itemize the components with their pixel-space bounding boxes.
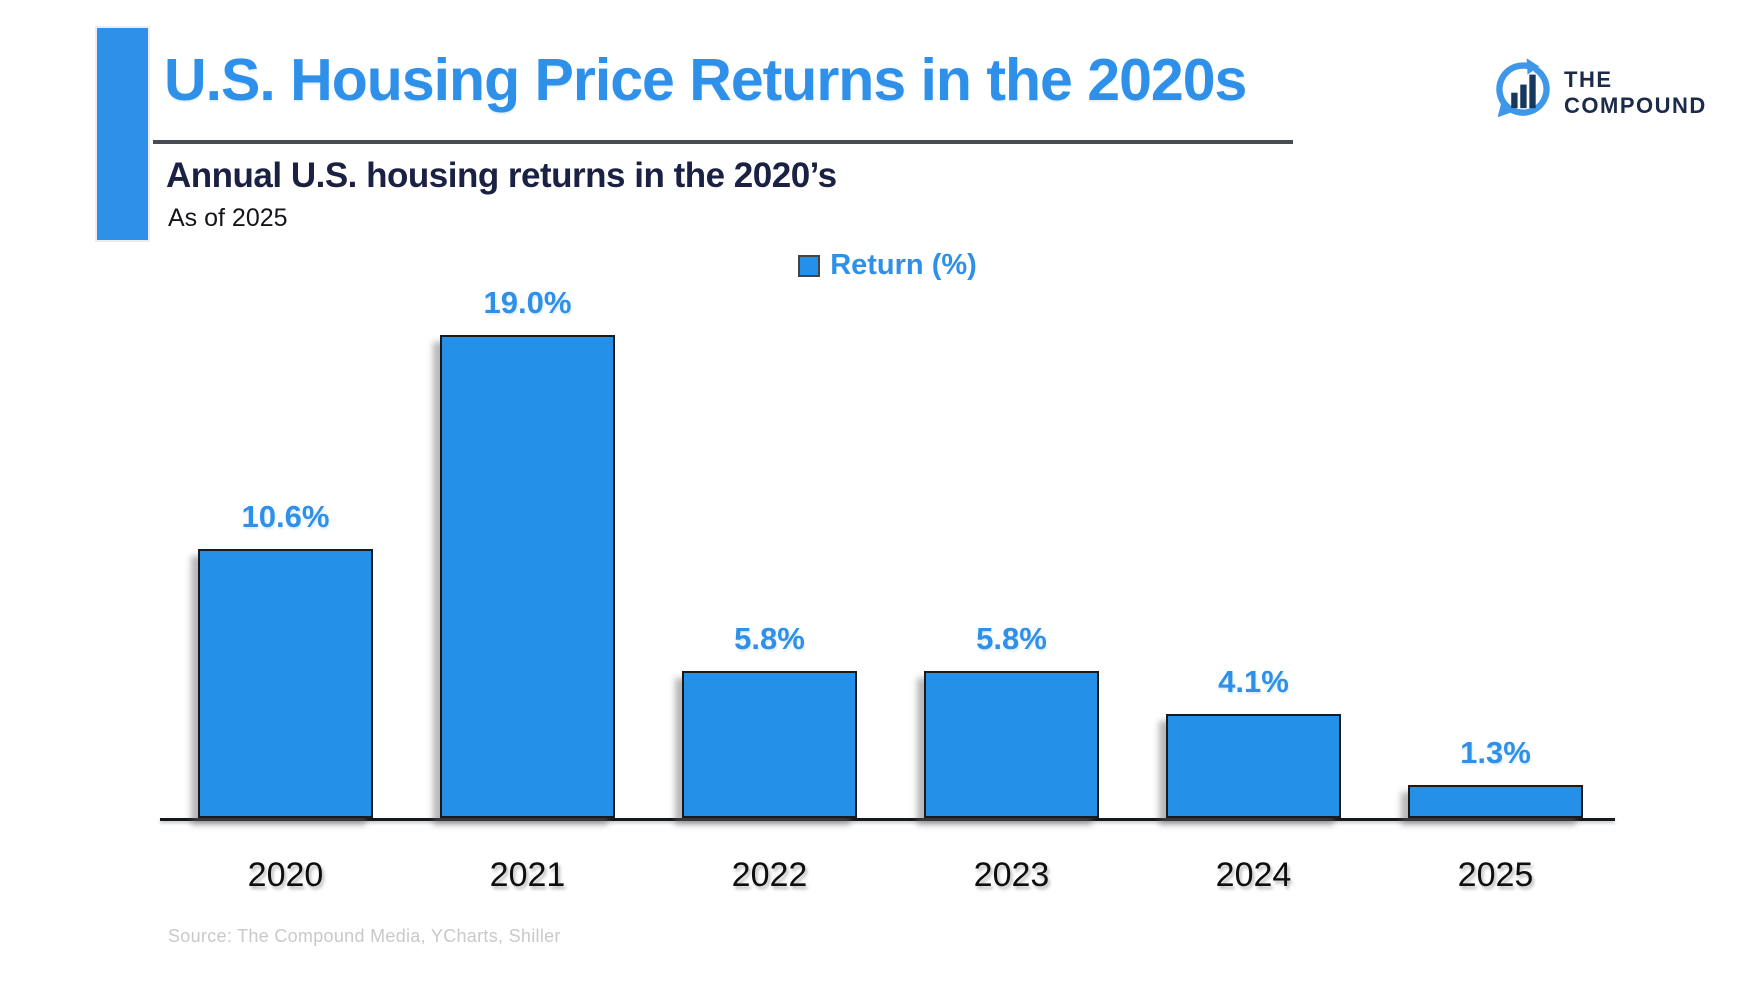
bar-value-label-2024: 4.1% — [1218, 664, 1289, 699]
x-axis-label-2023: 2023 — [973, 856, 1050, 894]
logo-line-1: THE — [1564, 66, 1613, 92]
plot-area: 10.6% 19.0% 5.8% 5.8% 4.1% 1.3% — [160, 235, 1615, 818]
x-axis-label-2021: 2021 — [489, 856, 566, 894]
legend-swatch-icon — [798, 254, 821, 277]
bar-slot-2024: 4.1% — [1166, 235, 1341, 818]
bar-2022 — [682, 671, 857, 818]
bar-chart: 10.6% 19.0% 5.8% 5.8% 4.1% 1.3% 2020 2021 2022 2… — [160, 235, 1615, 895]
bar-slot-2022: 5.8% — [682, 235, 857, 818]
bar-slot-2021: 19.0% — [440, 235, 615, 818]
bar-2023 — [924, 671, 1099, 818]
bar-value-label-2023: 5.8% — [976, 621, 1047, 656]
source-note: Source: The Compound Media, YCharts, Shi… — [168, 926, 561, 946]
logo-line-2: COMPOUND — [1564, 92, 1707, 118]
bar-2020 — [198, 549, 373, 818]
compound-logo: THE COMPOUND — [1494, 56, 1707, 129]
page-title: U.S. Housing Price Returns in the 2020s — [164, 47, 1247, 113]
x-axis-label-2024: 2024 — [1215, 856, 1292, 894]
x-axis-labels: 2020 2021 2022 2023 2024 2025 — [160, 856, 1615, 895]
bar-2025 — [1408, 785, 1583, 818]
x-axis-label-2022: 2022 — [731, 856, 808, 894]
x-axis-label-2025: 2025 — [1457, 856, 1534, 894]
chart-legend: Return (%) — [160, 249, 1615, 282]
logo-bubble-chart-icon — [1494, 56, 1552, 129]
accent-bar — [95, 26, 150, 242]
title-divider — [153, 140, 1293, 144]
x-axis-line — [160, 818, 1615, 821]
bar-slot-2025: 1.3% — [1408, 235, 1583, 818]
legend-label: Return (%) — [830, 249, 977, 281]
logo-wordmark: THE COMPOUND — [1564, 67, 1707, 119]
bar-value-label-2021: 19.0% — [483, 285, 572, 320]
bar-slot-2023: 5.8% — [924, 235, 1099, 818]
chart-subtitle: Annual U.S. housing returns in the 2020’… — [166, 156, 837, 195]
bar-slot-2020: 10.6% — [198, 235, 373, 818]
bar-2024 — [1166, 714, 1341, 818]
bar-value-label-2020: 10.6% — [241, 499, 330, 534]
bar-value-label-2022: 5.8% — [734, 621, 805, 656]
as-of-label: As of 2025 — [168, 204, 288, 232]
bar-2021 — [440, 335, 615, 818]
x-axis-label-2020: 2020 — [247, 856, 324, 894]
bar-value-label-2025: 1.3% — [1460, 735, 1531, 770]
